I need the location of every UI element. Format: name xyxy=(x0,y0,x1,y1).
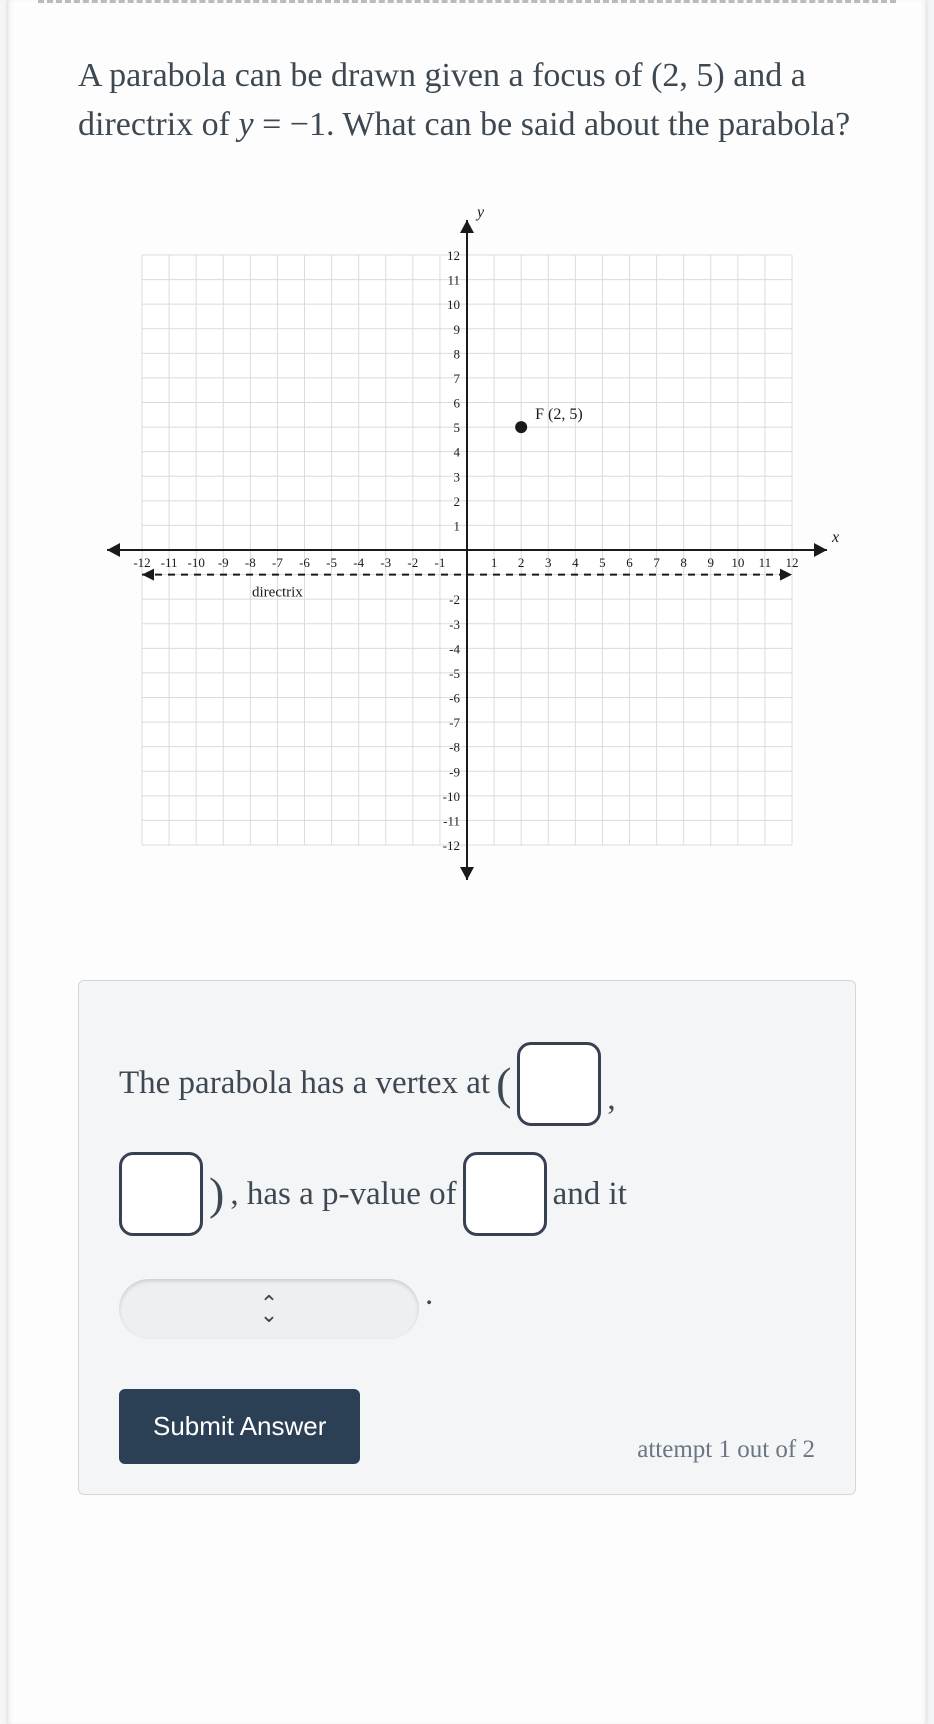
svg-text:10: 10 xyxy=(447,297,460,312)
q-dirval: −1 xyxy=(290,106,326,143)
lparen: ( xyxy=(496,1029,511,1139)
svg-text:-10: -10 xyxy=(187,555,204,570)
svg-text:-7: -7 xyxy=(449,715,460,730)
svg-text:3: 3 xyxy=(545,555,552,570)
svg-text:2: 2 xyxy=(518,555,525,570)
svg-text:1: 1 xyxy=(491,555,498,570)
svg-text:y: y xyxy=(475,204,485,221)
svg-text:12: 12 xyxy=(786,555,799,570)
svg-text:-8: -8 xyxy=(245,555,256,570)
svg-text:8: 8 xyxy=(680,555,687,570)
svg-text:x: x xyxy=(831,529,839,546)
svg-text:-11: -11 xyxy=(443,813,460,828)
chevron-updown-icon: ⌃⌄ xyxy=(260,1296,278,1323)
svg-text:7: 7 xyxy=(454,371,461,386)
svg-text:-8: -8 xyxy=(449,739,460,754)
svg-text:-1: -1 xyxy=(434,555,445,570)
attempt-counter: attempt 1 out of 2 xyxy=(637,1436,815,1464)
svg-text:-5: -5 xyxy=(449,666,460,681)
vertex-x-input[interactable] xyxy=(517,1042,601,1126)
svg-text:-12: -12 xyxy=(443,838,460,853)
svg-text:11: 11 xyxy=(447,272,460,287)
svg-text:F (2, 5): F (2, 5) xyxy=(535,406,583,423)
svg-text:3: 3 xyxy=(454,469,461,484)
svg-text:5: 5 xyxy=(599,555,606,570)
svg-text:5: 5 xyxy=(454,420,461,435)
svg-text:9: 9 xyxy=(454,321,461,336)
svg-text:-6: -6 xyxy=(299,555,310,570)
svg-text:-11: -11 xyxy=(161,555,178,570)
svg-text:-6: -6 xyxy=(449,690,460,705)
svg-text:4: 4 xyxy=(454,444,461,459)
svg-text:-3: -3 xyxy=(380,555,391,570)
svg-text:1: 1 xyxy=(454,518,461,533)
svg-text:-4: -4 xyxy=(353,555,364,570)
svg-text:7: 7 xyxy=(653,555,660,570)
q-yvar: y xyxy=(239,106,254,143)
rparen: ) xyxy=(209,1139,224,1249)
svg-text:-3: -3 xyxy=(449,616,460,631)
svg-text:directrix: directrix xyxy=(252,584,303,600)
svg-text:-2: -2 xyxy=(449,592,460,607)
submit-button[interactable]: Submit Answer xyxy=(119,1389,360,1464)
svg-text:-5: -5 xyxy=(326,555,337,570)
svg-text:-9: -9 xyxy=(449,764,460,779)
q-pre: A parabola can be drawn given a focus of xyxy=(78,57,651,94)
p-value-input[interactable] xyxy=(463,1152,547,1236)
svg-text:6: 6 xyxy=(626,555,633,570)
graph-container: xy-12-11-10-9-8-7-6-5-4-3-2-112345678910… xyxy=(78,200,856,900)
svg-text:11: 11 xyxy=(759,555,772,570)
svg-text:-12: -12 xyxy=(133,555,150,570)
svg-text:6: 6 xyxy=(454,395,461,410)
svg-text:-9: -9 xyxy=(218,555,229,570)
ans-part1: The parabola has a vertex at xyxy=(119,1044,490,1123)
svg-text:9: 9 xyxy=(708,555,715,570)
q-eq: = xyxy=(254,106,290,143)
svg-text:-2: -2 xyxy=(407,555,418,570)
period: . xyxy=(425,1276,433,1313)
svg-text:8: 8 xyxy=(454,346,461,361)
q-post: . What can be said about the parabola? xyxy=(326,106,850,143)
coordinate-graph: xy-12-11-10-9-8-7-6-5-4-3-2-112345678910… xyxy=(87,200,847,900)
svg-text:2: 2 xyxy=(454,493,461,508)
ans-part2: , has a p-value of xyxy=(230,1155,456,1234)
q-focus: (2, 5) xyxy=(651,57,725,94)
svg-text:-10: -10 xyxy=(443,788,460,803)
svg-text:-4: -4 xyxy=(449,641,460,656)
svg-text:-7: -7 xyxy=(272,555,283,570)
vertex-y-input[interactable] xyxy=(119,1152,203,1236)
comma: , xyxy=(607,1060,615,1139)
question-text: A parabola can be drawn given a focus of… xyxy=(78,51,856,150)
svg-text:4: 4 xyxy=(572,555,579,570)
ans-part3: and it xyxy=(553,1155,627,1234)
svg-text:10: 10 xyxy=(731,555,744,570)
direction-select[interactable]: ⌃⌄ xyxy=(119,1279,419,1339)
svg-text:12: 12 xyxy=(447,248,460,263)
answer-box: The parabola has a vertex at ( , ), has … xyxy=(78,980,856,1496)
